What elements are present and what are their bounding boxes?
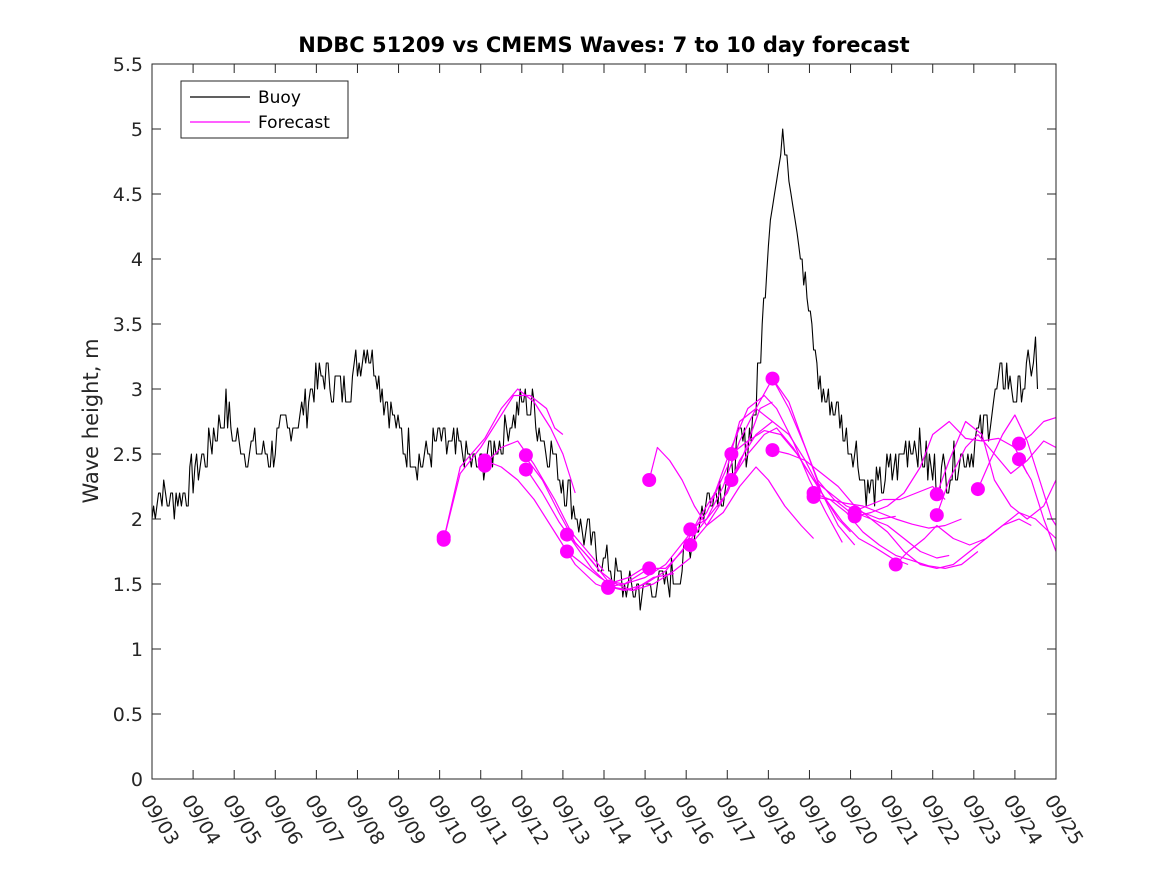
forecast-line-28 bbox=[1018, 458, 1057, 552]
y-tick-label: 5 bbox=[131, 119, 143, 141]
forecast-line-6 bbox=[525, 467, 650, 585]
forecast-marker-22 bbox=[847, 509, 862, 524]
chart-title: NDBC 51209 vs CMEMS Waves: 7 to 10 day f… bbox=[298, 33, 909, 57]
forecast-marker-27 bbox=[1012, 436, 1026, 451]
legend-box bbox=[180, 80, 349, 139]
forecast-line-23 bbox=[895, 511, 1057, 565]
forecast-line-16 bbox=[731, 430, 896, 520]
forecast-marker-7 bbox=[560, 527, 574, 542]
forecast-line-21 bbox=[854, 511, 1032, 569]
forecast-marker-17 bbox=[765, 371, 780, 386]
forecast-line-22 bbox=[854, 420, 1028, 517]
forecast-line-12 bbox=[649, 394, 843, 569]
forecast-line-3 bbox=[484, 440, 605, 572]
forecast-marker-28 bbox=[1012, 452, 1026, 467]
forecast-line-25 bbox=[936, 420, 1057, 520]
y-tick-label: 0.5 bbox=[113, 704, 143, 726]
forecast-line-26 bbox=[977, 414, 1057, 526]
forecast-line-1 bbox=[443, 394, 564, 540]
y-tick-label: 4.5 bbox=[113, 184, 143, 206]
y-tick-label: 1 bbox=[131, 639, 143, 661]
forecast-marker-12 bbox=[642, 561, 657, 576]
forecast-marker-16 bbox=[724, 473, 739, 487]
forecast-line-20 bbox=[813, 496, 962, 529]
y-tick-label: 2 bbox=[131, 509, 143, 531]
forecast-line-18 bbox=[772, 449, 950, 559]
forecast-marker-15 bbox=[724, 447, 739, 461]
y-tick-label: 5.5 bbox=[113, 54, 143, 76]
forecast-marker-4 bbox=[477, 458, 492, 473]
data-layer bbox=[151, 128, 1057, 611]
forecast-marker-23 bbox=[888, 557, 903, 572]
forecast-marker-26 bbox=[970, 482, 985, 497]
forecast-marker-18 bbox=[765, 443, 780, 458]
forecast-marker-6 bbox=[518, 462, 533, 477]
forecast-line-15 bbox=[730, 427, 909, 566]
y-tick-label: 2.5 bbox=[113, 444, 143, 466]
forecast-line-19 bbox=[813, 492, 979, 569]
forecast-line-2 bbox=[443, 388, 576, 540]
forecast-marker-13 bbox=[683, 522, 698, 537]
y-axis-label: Wave height, m bbox=[79, 338, 103, 503]
forecast-line-4 bbox=[484, 459, 613, 592]
forecast-marker-8 bbox=[560, 544, 574, 559]
legend-forecast-label: Forecast bbox=[258, 113, 330, 133]
y-tick-label: 1.5 bbox=[113, 574, 143, 596]
forecast-marker-11 bbox=[642, 473, 657, 487]
forecast-marker-24 bbox=[929, 487, 944, 502]
forecast-line-8 bbox=[566, 551, 675, 592]
forecast-marker-14 bbox=[683, 538, 698, 552]
forecast-line-7 bbox=[566, 534, 691, 592]
legend-buoy-label: Buoy bbox=[258, 88, 301, 108]
forecast-marker-2 bbox=[436, 530, 451, 545]
forecast-line-24 bbox=[936, 433, 1057, 516]
y-tick-label: 3.5 bbox=[113, 314, 143, 336]
y-tick-label: 0 bbox=[131, 769, 143, 791]
y-tick-label: 4 bbox=[131, 249, 143, 271]
forecast-marker-20 bbox=[806, 489, 821, 504]
forecast-marker-10 bbox=[601, 580, 616, 595]
forecast-line-11 bbox=[648, 446, 815, 539]
forecast-marker-5 bbox=[518, 448, 533, 463]
forecast-marker-25 bbox=[929, 508, 944, 523]
y-tick-label: 3 bbox=[131, 379, 143, 401]
plot-area bbox=[152, 64, 1056, 779]
forecast-line-27 bbox=[1018, 417, 1057, 445]
legend: Buoy Forecast bbox=[180, 80, 349, 139]
buoy-series-line bbox=[151, 128, 1039, 611]
